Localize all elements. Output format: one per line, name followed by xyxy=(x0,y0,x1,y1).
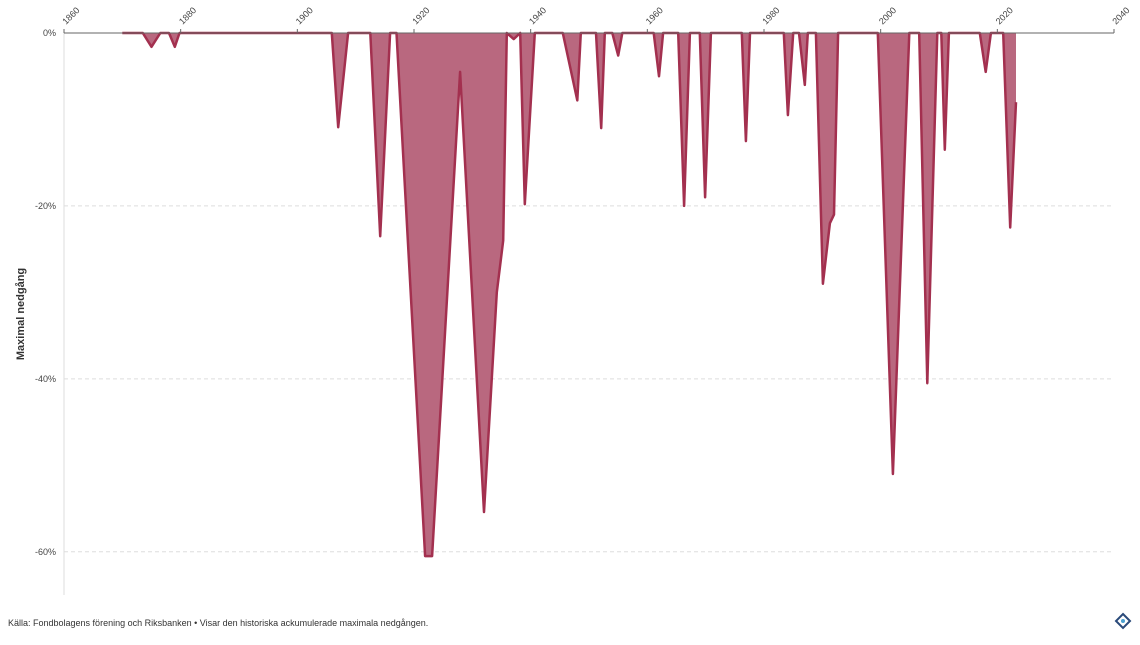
logo-dot xyxy=(1121,619,1125,623)
x-tick-label: 1940 xyxy=(527,5,548,26)
x-tick-label: 2040 xyxy=(1110,5,1131,26)
x-tick-label: 1920 xyxy=(410,5,431,26)
x-tick-label: 1960 xyxy=(644,5,665,26)
y-tick-label: -60% xyxy=(35,547,56,557)
logo-shape xyxy=(1114,612,1132,630)
x-tick-label: 1900 xyxy=(294,5,315,26)
x-tick-label: 2020 xyxy=(994,5,1015,26)
y-tick-label: -40% xyxy=(35,374,56,384)
x-tick-label: 1860 xyxy=(60,5,81,26)
area xyxy=(122,33,1017,557)
y-tick-label: 0% xyxy=(43,28,56,38)
x-tick-label: 1980 xyxy=(760,5,781,26)
y-axis-label: Maximal nedgång xyxy=(15,268,27,360)
y-tick-label: -20% xyxy=(35,201,56,211)
x-tick-label: 1880 xyxy=(177,5,198,26)
logo xyxy=(1114,612,1132,630)
x-tick-label: 2000 xyxy=(877,5,898,26)
source-note: Källa: Fondbolagens förening och Riksban… xyxy=(8,618,428,628)
